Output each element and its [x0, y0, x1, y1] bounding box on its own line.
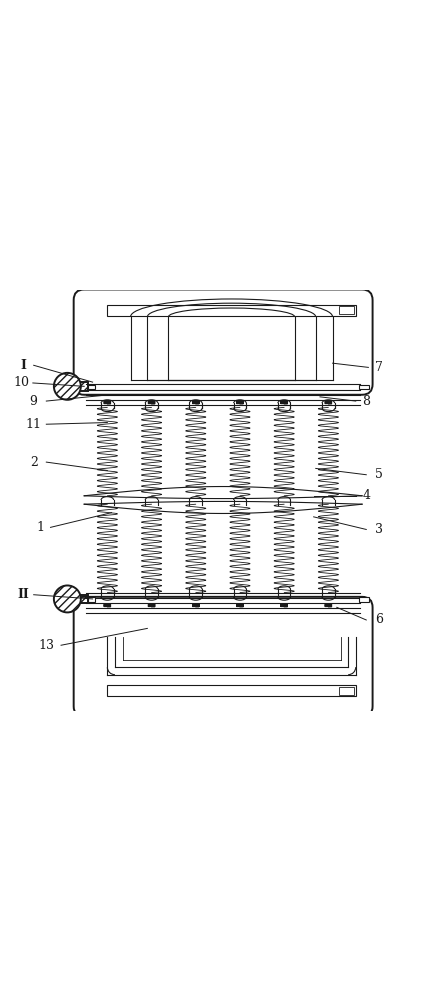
Text: 13: 13 [38, 639, 54, 652]
Text: 7: 7 [375, 361, 383, 374]
Text: I: I [20, 359, 26, 372]
FancyBboxPatch shape [74, 290, 373, 395]
Bar [88, 597, 95, 602]
Bar [107, 685, 356, 696]
Text: 10: 10 [13, 376, 29, 389]
Text: 2: 2 [30, 456, 37, 469]
Text: 6: 6 [375, 613, 383, 626]
Bar [339, 687, 354, 695]
FancyBboxPatch shape [74, 597, 373, 717]
Text: 5: 5 [375, 468, 383, 481]
Bar [359, 385, 369, 389]
Text: 3: 3 [375, 523, 383, 536]
Text: 1: 1 [36, 521, 44, 534]
Bar [88, 385, 95, 389]
Circle shape [54, 585, 81, 612]
Bar [359, 597, 369, 602]
Bar [107, 305, 356, 316]
Text: 9: 9 [30, 395, 37, 408]
Text: 8: 8 [362, 395, 370, 408]
Bar [74, 595, 88, 603]
Bar [74, 382, 88, 391]
Bar [339, 306, 354, 314]
Text: 4: 4 [362, 489, 370, 502]
Text: 11: 11 [26, 418, 42, 431]
Circle shape [54, 373, 81, 400]
Text: II: II [17, 588, 29, 601]
